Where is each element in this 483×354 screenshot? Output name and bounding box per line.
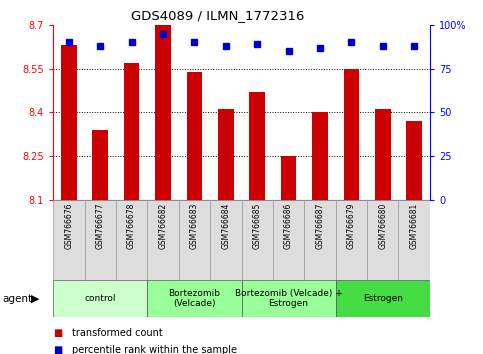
Bar bbox=[85, 200, 116, 280]
Text: agent: agent bbox=[2, 294, 32, 304]
Bar bbox=[304, 200, 336, 280]
Bar bbox=[398, 200, 430, 280]
Bar bbox=[186, 72, 202, 200]
Text: ■: ■ bbox=[53, 346, 62, 354]
Text: transformed count: transformed count bbox=[72, 328, 163, 338]
Bar bbox=[242, 200, 273, 280]
Text: GSM766686: GSM766686 bbox=[284, 202, 293, 249]
Text: GSM766685: GSM766685 bbox=[253, 202, 262, 249]
Bar bbox=[53, 280, 147, 317]
Bar bbox=[406, 121, 422, 200]
Bar bbox=[116, 200, 147, 280]
Bar bbox=[147, 200, 179, 280]
Text: GSM766681: GSM766681 bbox=[410, 202, 419, 249]
Bar bbox=[124, 63, 140, 200]
Bar bbox=[273, 200, 304, 280]
Text: GSM766679: GSM766679 bbox=[347, 202, 356, 249]
Text: GSM766677: GSM766677 bbox=[96, 202, 105, 249]
Text: GSM766687: GSM766687 bbox=[315, 202, 325, 249]
Bar bbox=[367, 200, 398, 280]
Bar bbox=[343, 69, 359, 200]
Bar bbox=[155, 25, 171, 200]
Text: GSM766680: GSM766680 bbox=[378, 202, 387, 249]
Bar bbox=[179, 200, 210, 280]
Text: GSM766678: GSM766678 bbox=[127, 202, 136, 249]
Text: control: control bbox=[85, 294, 116, 303]
Bar bbox=[312, 112, 328, 200]
Bar bbox=[92, 130, 108, 200]
Text: GSM766682: GSM766682 bbox=[158, 202, 168, 249]
Text: ■: ■ bbox=[53, 328, 62, 338]
Text: Bortezomib
(Velcade): Bortezomib (Velcade) bbox=[169, 289, 220, 308]
Bar bbox=[210, 200, 242, 280]
Bar bbox=[242, 280, 336, 317]
Bar bbox=[61, 45, 77, 200]
Bar bbox=[375, 109, 391, 200]
Bar bbox=[249, 92, 265, 200]
Text: GDS4089 / ILMN_1772316: GDS4089 / ILMN_1772316 bbox=[131, 9, 304, 22]
Bar bbox=[218, 109, 234, 200]
Text: GSM766676: GSM766676 bbox=[64, 202, 73, 249]
Bar bbox=[147, 280, 242, 317]
Bar bbox=[336, 280, 430, 317]
Bar bbox=[281, 156, 297, 200]
Text: Bortezomib (Velcade) +
Estrogen: Bortezomib (Velcade) + Estrogen bbox=[235, 289, 342, 308]
Text: ▶: ▶ bbox=[31, 294, 40, 304]
Text: GSM766683: GSM766683 bbox=[190, 202, 199, 249]
Text: Estrogen: Estrogen bbox=[363, 294, 403, 303]
Text: GSM766684: GSM766684 bbox=[221, 202, 230, 249]
Bar bbox=[336, 200, 367, 280]
Text: percentile rank within the sample: percentile rank within the sample bbox=[72, 346, 238, 354]
Bar bbox=[53, 200, 85, 280]
